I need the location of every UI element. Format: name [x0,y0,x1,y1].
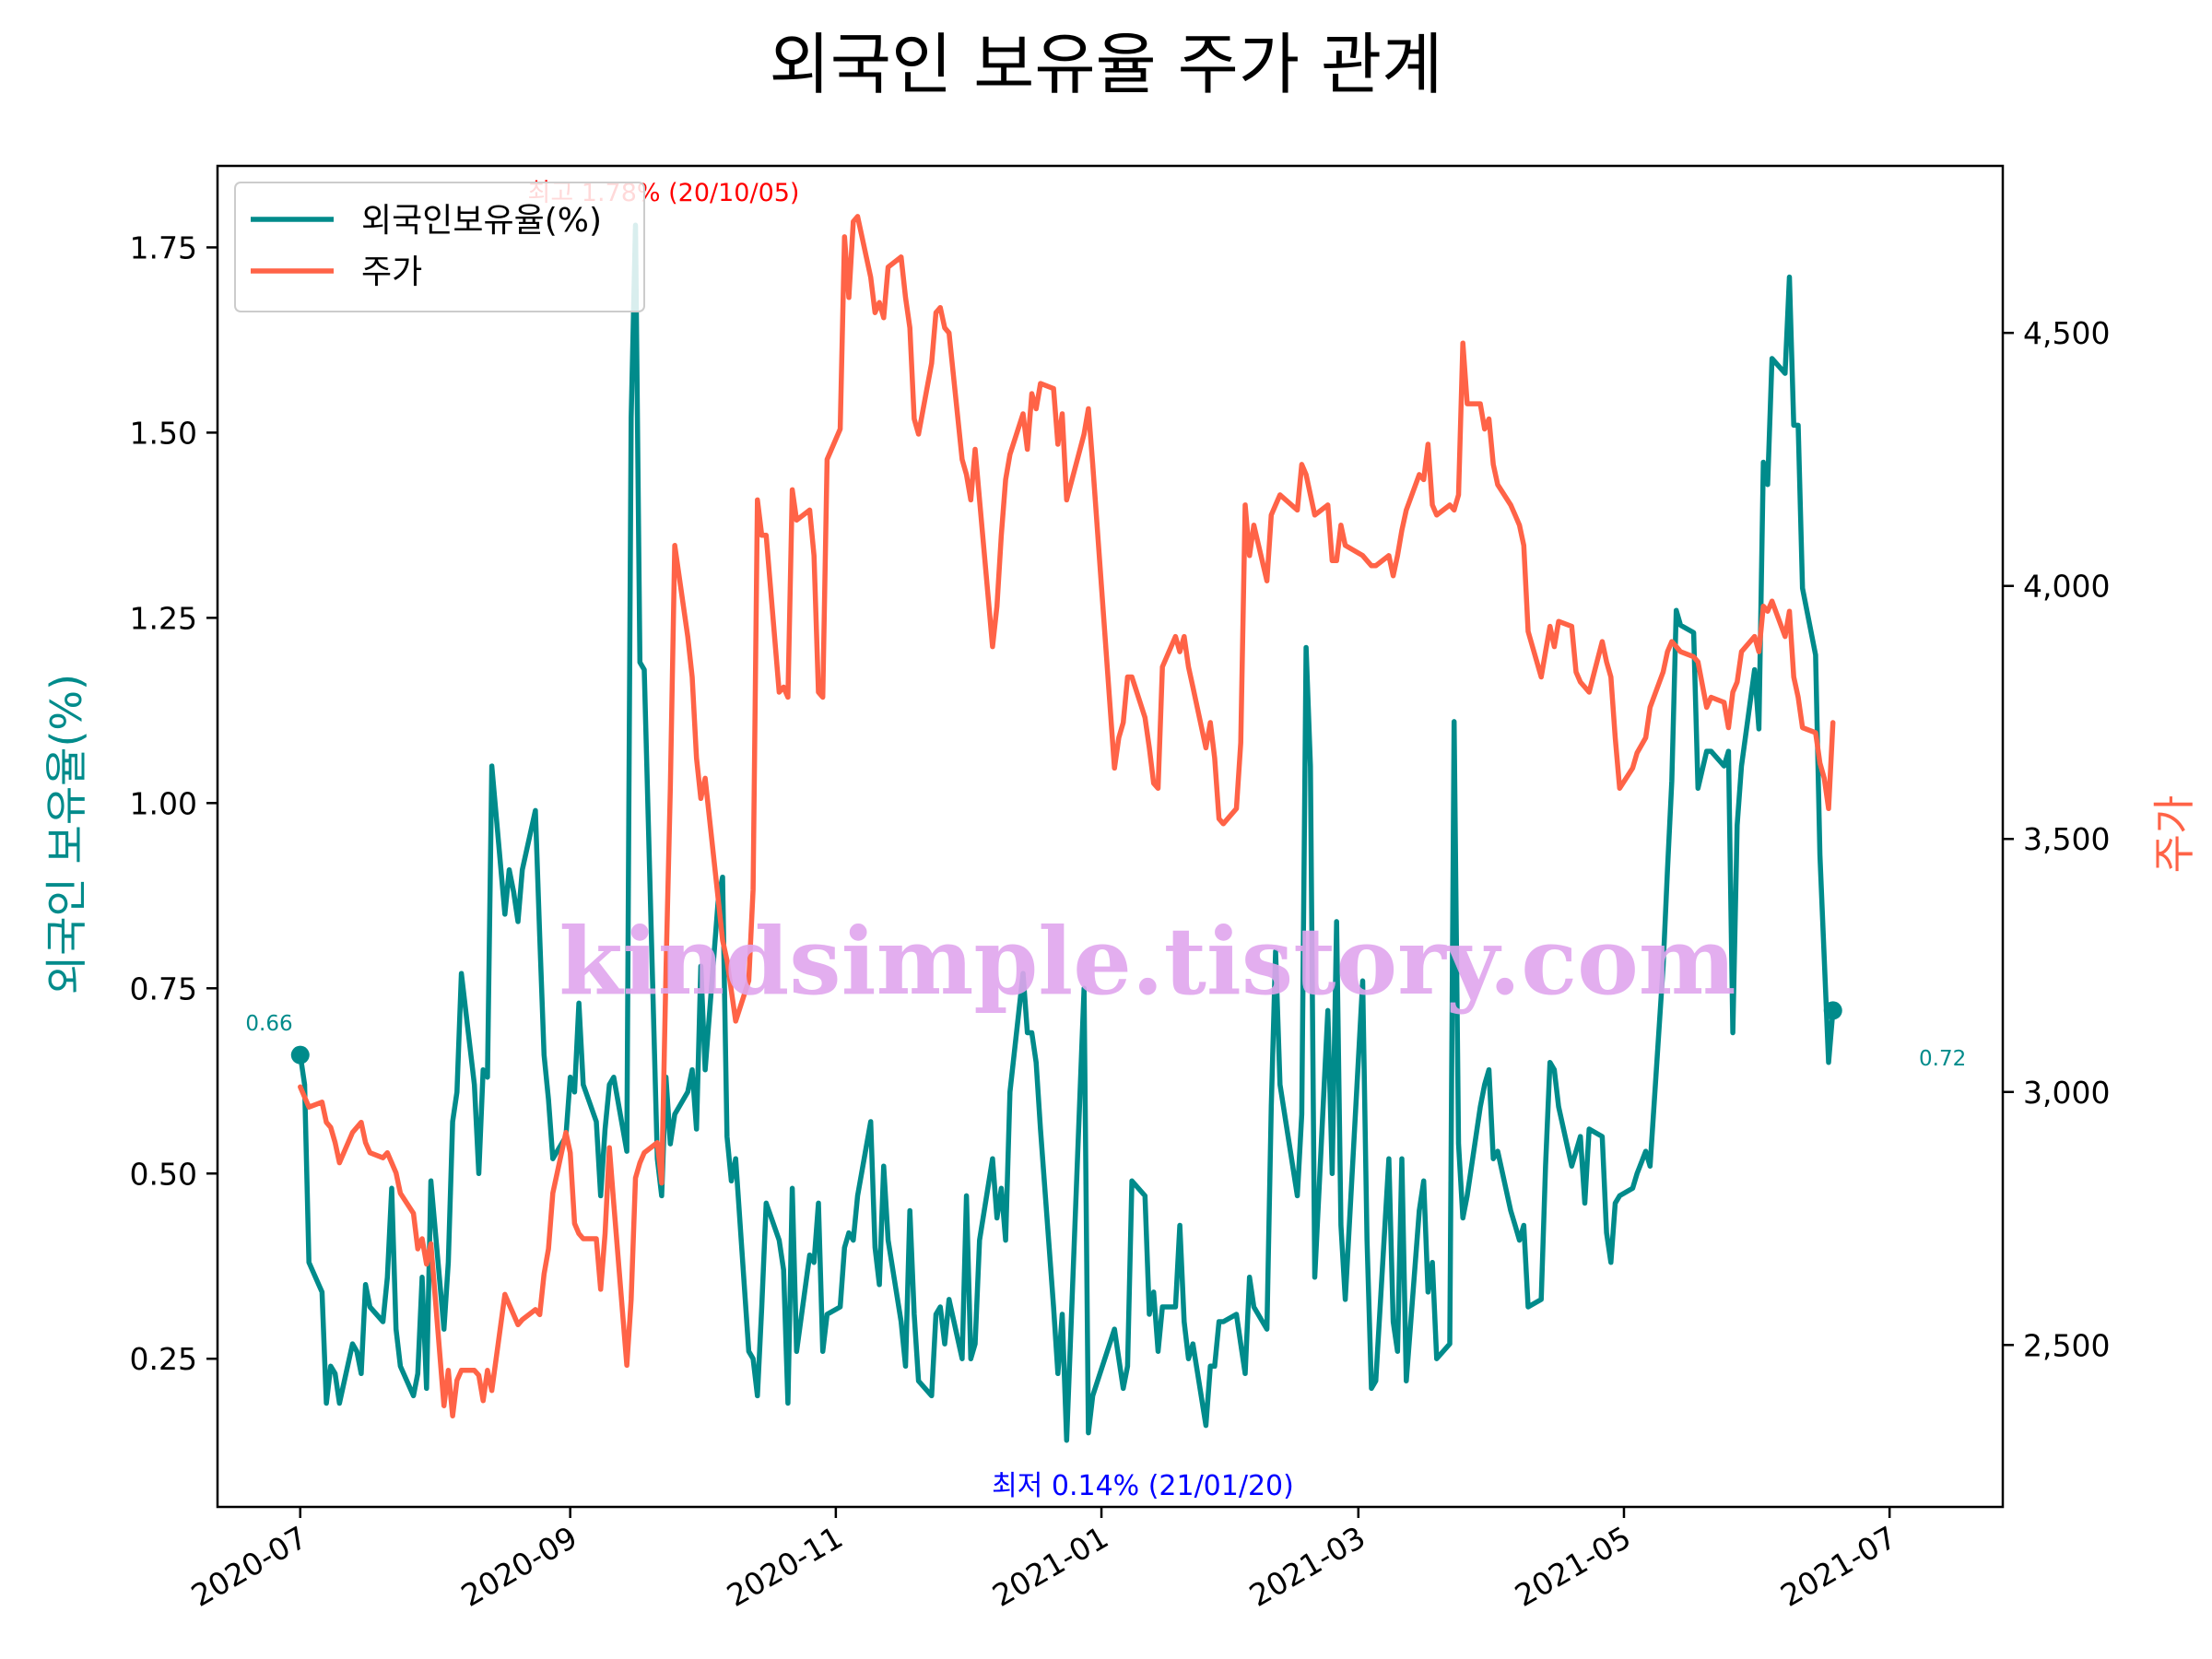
watermark: kindsimple.tistory.com [559,907,1735,1016]
legend-label-holding: 외국인보유율(%) [361,202,602,240]
legend-box [234,182,645,312]
price-series-layer [298,214,1836,1418]
y2-tick-label-0: 2,500 [2023,1327,2110,1363]
y-tick-label-5: 1.50 [130,415,197,451]
price-series-line [298,214,1836,1418]
y2-tick-label-4: 4,500 [2023,315,2110,351]
holding-series-line [298,222,1836,1443]
y-tick-label-0: 0.25 [130,1341,197,1377]
y-tick-label-1: 0.50 [130,1156,197,1192]
y2-tick-label-3: 4,000 [2023,569,2110,605]
y-tick-label-2: 0.75 [130,971,197,1006]
y-axis-label-price: 주가 [2149,795,2199,874]
legend-label-price: 주가 [361,253,422,291]
min-note: 최저 0.14% (21/01/20) [992,1470,1294,1502]
end-value-label: 0.72 [1919,1047,1966,1071]
y2-tick-label-1: 3,000 [2023,1075,2110,1111]
start-marker [290,1045,310,1065]
end-marker [1823,1001,1842,1020]
plot-frame [216,164,2005,1509]
y-tick-label-4: 1.25 [130,600,197,636]
y-tick-label-6: 1.75 [130,229,197,265]
holding-series-layer [290,222,1842,1443]
legend: 외국인보유율(%) 주가 [234,182,645,312]
y-axis-label-holding: 외국인 보유율(%) [41,674,91,994]
start-value-label: 0.66 [245,1012,292,1036]
y2-tick-label-2: 3,500 [2023,821,2110,857]
y-tick-label-3: 1.00 [130,785,197,821]
chart-title: 외국인 보유율 주가 관계 [769,26,1442,103]
